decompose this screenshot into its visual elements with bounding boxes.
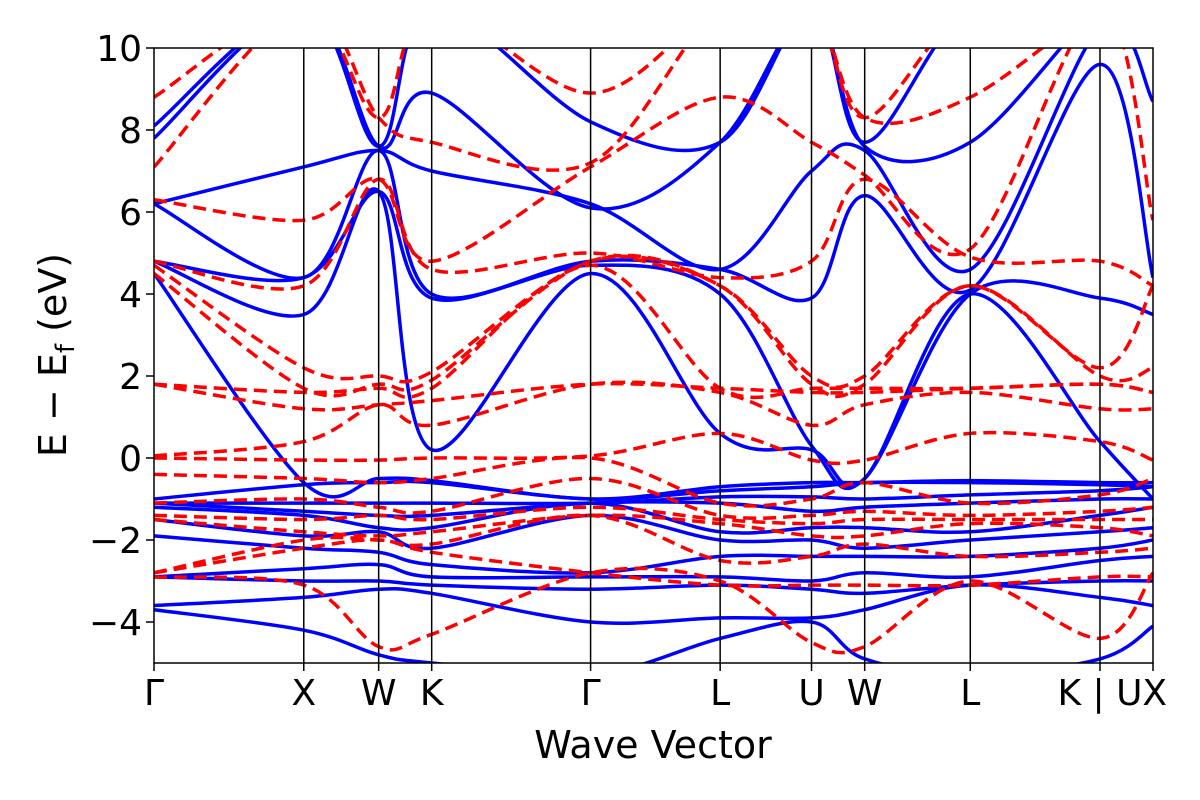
y-tick-label: −2 [89, 521, 142, 562]
x-tick-label: X [1142, 673, 1167, 714]
solid-band-line [154, 484, 1153, 506]
y-axis-title-sub: f [51, 343, 81, 353]
x-tick-label: K [420, 673, 445, 714]
dashed-band-line [154, 455, 1153, 508]
solid-band-line [154, 272, 1153, 501]
y-axis-title-main: E − E [31, 353, 75, 457]
x-tick-label: L [960, 673, 980, 714]
solid-band-line [154, 48, 1063, 211]
y-tick-label: 4 [119, 275, 142, 316]
dashed-band-line [154, 538, 1153, 588]
y-axis-title-unit: (eV) [31, 253, 75, 344]
y-axis: −4 −2 0 2 4 6 8 10 [89, 29, 154, 644]
dashed-band-line [154, 513, 1153, 540]
dashed-band-line [154, 177, 1153, 291]
dashed-band-line [154, 48, 931, 120]
plot-frame [153, 47, 1154, 664]
x-tick-label: K | U [1057, 673, 1142, 714]
solid-band-line [154, 48, 1153, 274]
x-axis-title: Wave Vector [534, 723, 772, 767]
dashed-band-line [154, 48, 1153, 263]
kpoint-lines [303, 48, 1101, 663]
y-tick-label: −4 [89, 603, 142, 644]
x-tick-label: W [847, 673, 883, 714]
x-tick-label: Γ [144, 673, 164, 714]
solid-band-line [154, 501, 1153, 535]
dashed-band-line [154, 476, 1153, 520]
x-tick-label: U [798, 673, 824, 714]
x-tick-label: Γ [581, 673, 601, 714]
x-tick-label: L [710, 673, 730, 714]
solid-band-line [154, 513, 1153, 551]
y-tick-label: 0 [119, 439, 142, 480]
dashed-band-line [154, 505, 1153, 526]
solid-band-line [154, 479, 1153, 501]
y-tick-label: 10 [96, 29, 142, 70]
solid-band-line [154, 607, 1153, 663]
x-tick-label: W [361, 673, 397, 714]
y-tick-label: 2 [119, 357, 142, 398]
solid-band-line [154, 534, 1153, 575]
solid-band-line [154, 496, 1153, 519]
solid-band-line [154, 554, 1153, 583]
y-axis-title: E − Ef (eV) [31, 253, 81, 457]
x-tick-label: X [291, 673, 316, 714]
dashed-band-line [154, 430, 1153, 466]
dashed-band-line [154, 566, 1153, 655]
y-tick-label: 6 [119, 193, 142, 234]
solid-band-line [154, 48, 937, 153]
y-tick-label: 8 [119, 111, 142, 152]
dashed-band-line [154, 48, 1045, 172]
